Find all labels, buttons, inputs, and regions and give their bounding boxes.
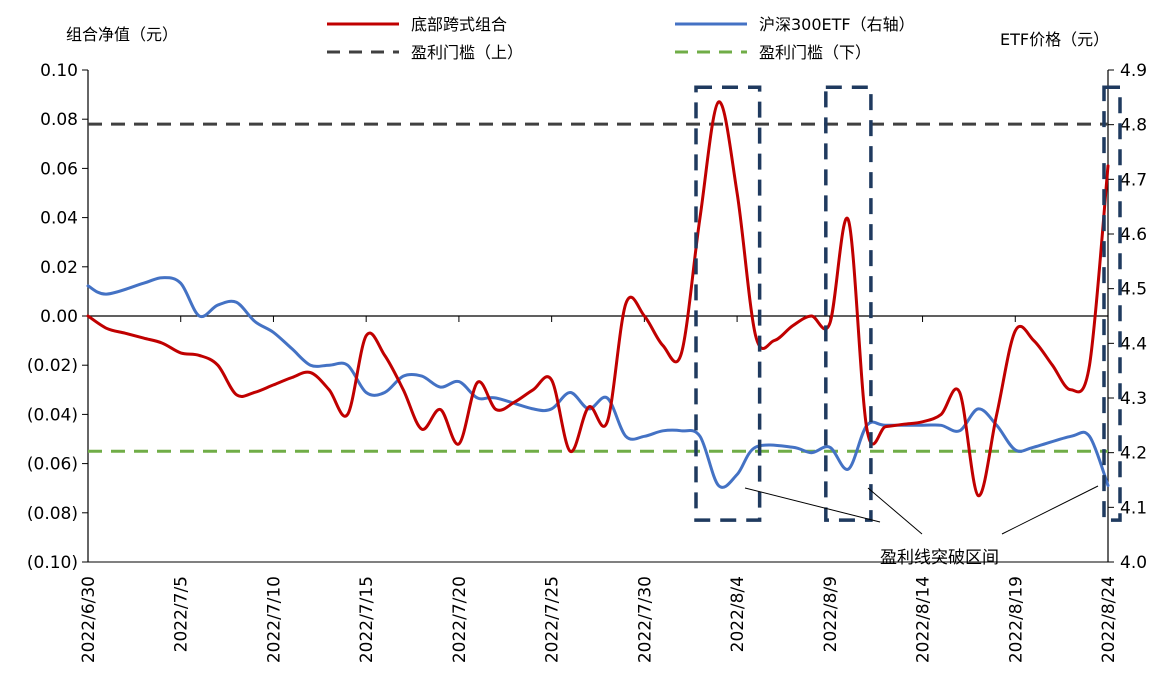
x-tick-label: 2022/6/30: [79, 576, 99, 663]
left-tick-label: 0.04: [40, 209, 78, 229]
bottom-straddle-line: [86, 100, 1110, 498]
right-tick-label: 4.7: [1120, 170, 1147, 190]
breakout-annotation-label: 盈利线突破区间: [880, 548, 999, 568]
annotation-leader-line: [1001, 485, 1099, 535]
left-tick-label: 0.00: [40, 307, 78, 327]
right-tick-label: 4.1: [1120, 498, 1147, 518]
left-axis-title: 组合净值（元）: [66, 25, 178, 44]
left-tick-label: (0.10): [27, 553, 78, 573]
right-tick-label: 4.3: [1120, 389, 1147, 409]
left-tick-label: 0.10: [40, 61, 78, 81]
left-tick-label: 0.02: [40, 258, 78, 278]
x-tick-label: 2022/8/4: [728, 576, 748, 652]
right-tick-label: 4.0: [1120, 553, 1147, 573]
x-tick-label: 2022/8/19: [1006, 576, 1026, 663]
x-tick-label: 2022/7/5: [172, 576, 192, 652]
legend-label: 沪深300ETF（右轴）: [759, 15, 915, 34]
right-tick-label: 4.4: [1120, 334, 1147, 354]
breakout-highlight-box: [824, 85, 873, 522]
annotation-leader-line: [867, 487, 923, 535]
legend-label: 盈利门槛（下）: [759, 43, 871, 62]
x-tick-label: 2022/7/25: [543, 576, 563, 663]
left-tick-label: 0.08: [40, 110, 78, 130]
left-tick-label: 0.06: [40, 159, 78, 179]
right-tick-label: 4.6: [1120, 225, 1147, 245]
breakout-highlight-box: [694, 85, 762, 522]
legend-label: 底部跨式组合: [411, 15, 507, 34]
csi300-etf-line: [86, 276, 1110, 489]
right-tick-label: 4.8: [1120, 116, 1147, 136]
breakout-highlight-box: [1102, 85, 1122, 522]
x-tick-label: 2022/7/10: [264, 576, 284, 663]
annotation-leader-line: [744, 487, 881, 523]
legend-label: 盈利门槛（上）: [411, 43, 523, 62]
left-tick-label: (0.04): [27, 405, 78, 425]
right-axis-title: ETF价格（元）: [1000, 30, 1109, 49]
x-tick-label: 2022/8/14: [914, 576, 934, 663]
x-tick-label: 2022/7/15: [357, 576, 377, 663]
x-tick-label: 2022/7/30: [635, 576, 655, 663]
x-tick-label: 2022/8/9: [821, 576, 841, 652]
x-tick-label: 2022/7/20: [450, 576, 470, 663]
right-tick-label: 4.5: [1120, 280, 1147, 300]
left-tick-label: (0.02): [27, 356, 78, 376]
left-tick-label: (0.06): [27, 455, 78, 475]
left-tick-label: (0.08): [27, 504, 78, 524]
right-tick-label: 4.9: [1120, 61, 1147, 81]
x-tick-label: 2022/8/24: [1099, 576, 1119, 663]
right-tick-label: 4.2: [1120, 444, 1147, 464]
